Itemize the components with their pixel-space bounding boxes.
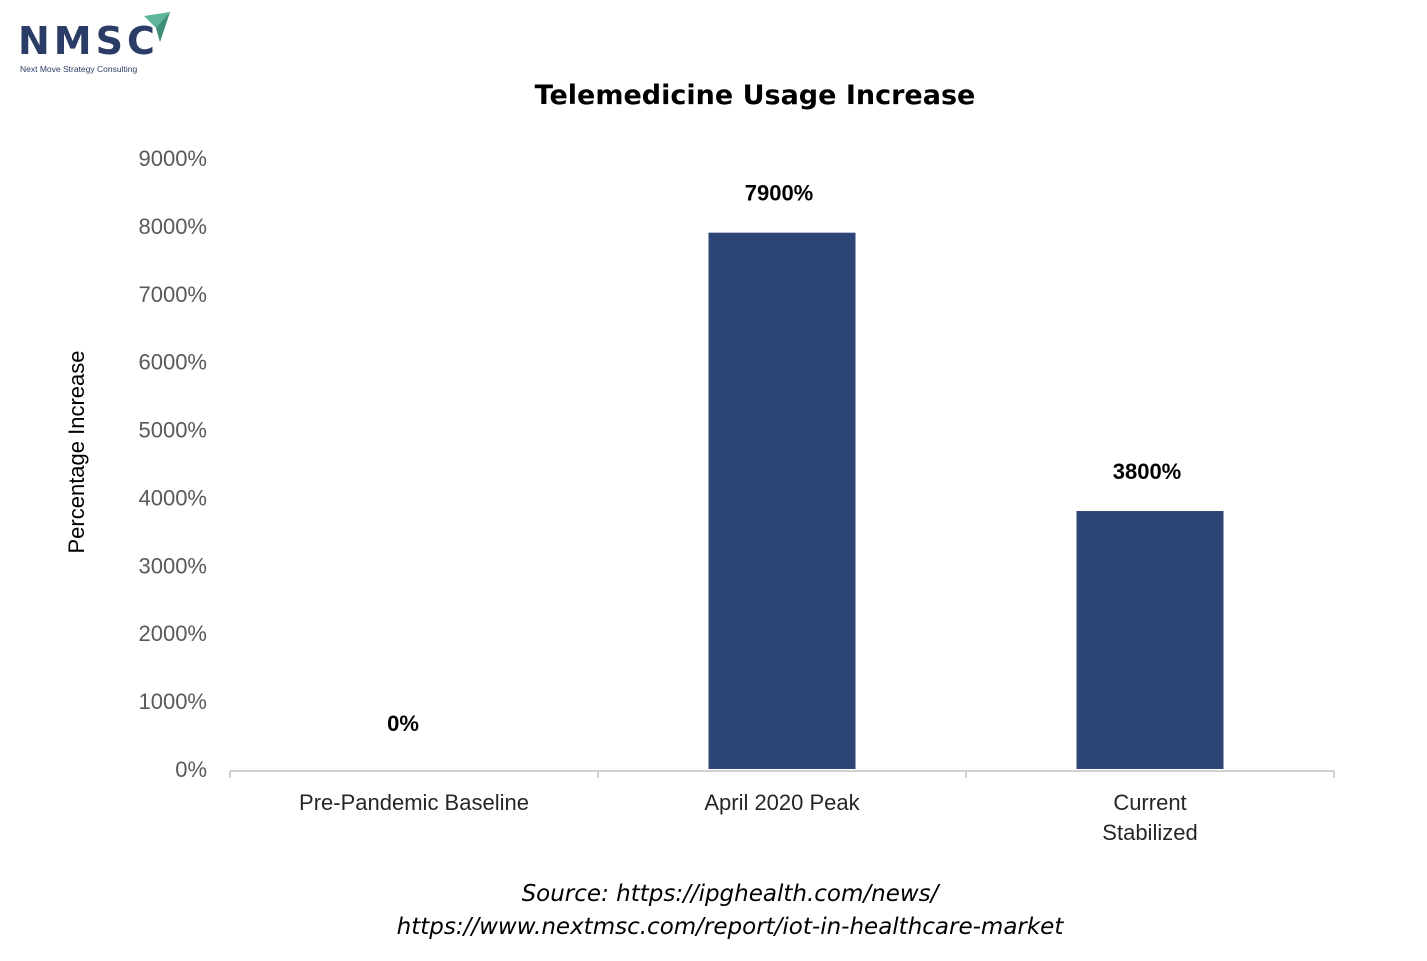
data-label: 0% [387, 711, 419, 736]
y-tick-label: 8000% [138, 214, 207, 239]
y-tick-label: 0% [175, 757, 207, 782]
x-tick-label: Current [1113, 790, 1186, 815]
paper-plane-icon [144, 12, 170, 42]
bar [708, 232, 856, 769]
chart-title: Telemedicine Usage Increase [534, 80, 976, 111]
y-tick-label: 2000% [138, 621, 207, 646]
y-tick-label: 3000% [138, 553, 207, 578]
x-tick-label: Stabilized [1102, 820, 1197, 845]
y-axis-label: Percentage Increase [64, 350, 89, 553]
data-label: 3800% [1113, 459, 1182, 484]
y-tick-label: 7000% [138, 282, 207, 307]
y-tick-label: 6000% [138, 350, 207, 375]
y-tick-label: 9000% [138, 146, 207, 171]
logo-tagline: Next Move Strategy Consulting [20, 64, 138, 74]
bar [1076, 511, 1224, 769]
logo-wordmark: NMSC [18, 19, 159, 63]
x-tick-label: April 2020 Peak [704, 790, 860, 815]
y-tick-label: 1000% [138, 689, 207, 714]
source-citation: Source: https://ipghealth.com/news/ http… [0, 878, 1427, 944]
bar-chart: 0% 1000% 2000% 3000% 4000% 5000% 6000% 7000% 800… [64, 146, 1335, 845]
source-line-2: https://www.nextmsc.com/report/iot-in-he… [396, 914, 1064, 940]
source-line-1: Source: https://ipghealth.com/news/ [521, 881, 939, 907]
nmsc-logo: NMSC Next Move Strategy Consulting [18, 12, 178, 76]
y-tick-label: 5000% [138, 418, 207, 443]
y-tick-label: 4000% [138, 485, 207, 510]
x-tick-label: Pre-Pandemic Baseline [299, 790, 529, 815]
data-label: 7900% [745, 181, 814, 206]
